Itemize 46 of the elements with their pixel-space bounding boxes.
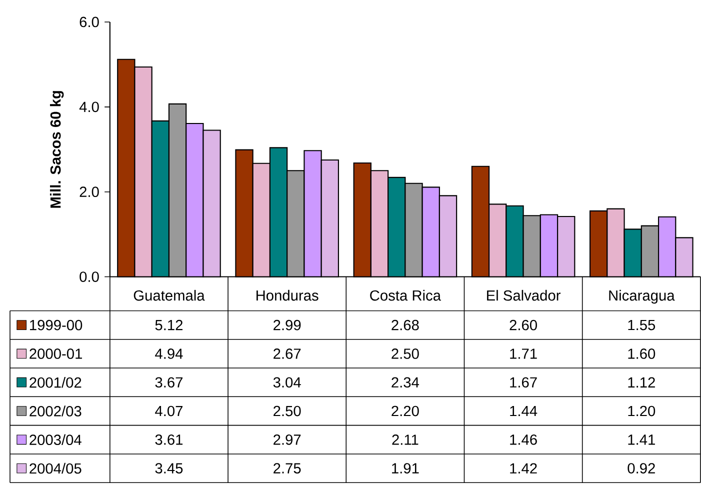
data-label: 3.67 [155, 377, 183, 388]
legend-label: 2003/04 [30, 434, 82, 446]
data-label: 2.97 [274, 434, 301, 446]
data-label: 3.45 [155, 463, 183, 474]
data-label: 2.67 [274, 348, 301, 360]
data-label: 1.71 [510, 348, 537, 359]
x-tick-label: Guatemala [134, 290, 205, 301]
y-tick-label: 6.0 [80, 16, 99, 28]
data-label: 2.75 [274, 463, 301, 474]
data-label: 2.99 [274, 320, 301, 330]
legend-label: 2004/05 [30, 463, 82, 474]
y-axis-title: Mill. Sacos 60 kg [50, 91, 64, 208]
data-label: 5.12 [155, 320, 183, 330]
data-label: 2.34 [392, 377, 420, 388]
legend-label: 2001/02 [30, 377, 82, 388]
x-tick-label: El Salvador [487, 290, 561, 301]
y-tick-label: 0.0 [80, 272, 99, 282]
y-tick-label: 2.0 [80, 186, 99, 198]
data-label: 2.50 [392, 348, 419, 360]
data-label: 1.42 [510, 463, 537, 474]
data-label: 2.68 [392, 320, 419, 330]
data-label: 1.55 [628, 320, 656, 330]
legend-label: 2000-01 [30, 348, 82, 360]
data-label: 1.91 [392, 463, 419, 474]
data-label: 1.46 [510, 434, 537, 446]
legend-label: 2002/03 [30, 406, 82, 417]
data-label: 1.12 [628, 377, 655, 388]
data-label: 2.11 [392, 434, 418, 445]
x-tick-label: Honduras [256, 290, 318, 301]
data-label: 1.60 [628, 348, 656, 360]
x-tick-label: Costa Rica [370, 290, 442, 301]
data-label: 3.04 [273, 377, 301, 388]
data-label: 2.50 [274, 406, 301, 416]
data-label: 4.94 [155, 348, 183, 360]
data-label: 3.61 [155, 434, 183, 446]
y-tick-label: 4.0 [79, 102, 99, 112]
data-label: 0.92 [628, 463, 655, 474]
data-label: 1.67 [510, 377, 537, 388]
data-label: 2.60 [510, 320, 537, 330]
legend-label: 1999-00 [30, 320, 82, 330]
data-label: 1.20 [628, 406, 656, 416]
data-label: 2.20 [392, 406, 419, 416]
data-label: 4.07 [155, 406, 183, 416]
x-tick-label: Nicaragua [609, 290, 675, 304]
data-label: 1.41 [628, 434, 655, 445]
data-label: 1.44 [510, 406, 538, 416]
